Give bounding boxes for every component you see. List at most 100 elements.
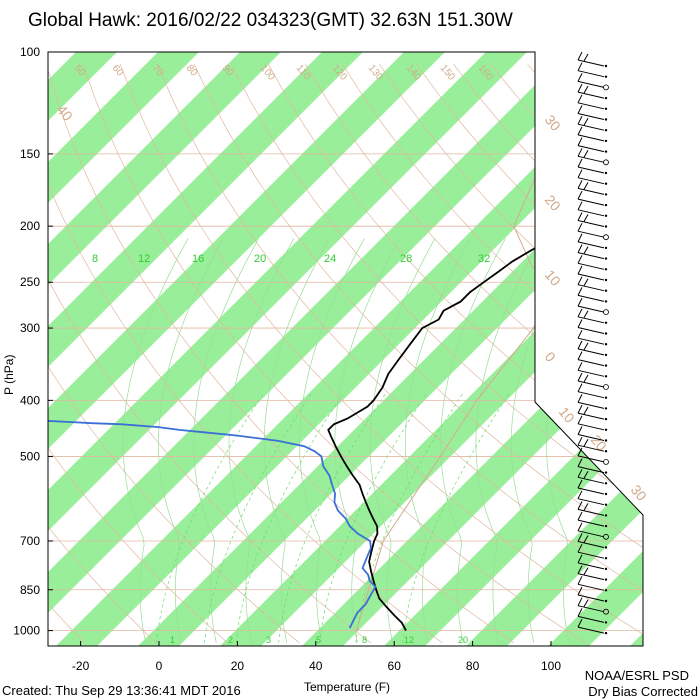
wind-barb-station (604, 246, 608, 250)
wind-barbs (577, 51, 609, 635)
wind-barb-station (604, 214, 608, 217)
isotherm-label: 0 (542, 349, 559, 365)
moist-adiabat (510, 238, 577, 643)
wind-barb-flag (577, 319, 583, 328)
dry-adiabat (601, 64, 643, 644)
mixing-ratio-label-top: 24 (324, 253, 336, 265)
wind-barb-station (604, 278, 608, 282)
mixing-ratio-label-bottom: 5 (316, 635, 321, 645)
moist-adiabat (475, 238, 542, 643)
isotherm-label: 10 (542, 267, 564, 289)
wind-barb-flag (577, 276, 583, 285)
wind-barb-flag (577, 287, 583, 296)
wind-barb-flag (583, 310, 589, 319)
calm-wind-circle (603, 384, 609, 390)
y-tick-label: 150 (20, 147, 40, 161)
plot-frame (47, 51, 644, 647)
wind-barb-flag (577, 190, 583, 200)
parcel-line (355, 52, 591, 631)
isotherm-band (48, 52, 533, 646)
wind-barb (577, 369, 605, 377)
wind-barb-flag (577, 212, 583, 221)
wind-barb-station (604, 353, 608, 357)
isotherm-label: 30 (542, 112, 564, 134)
wind-barb-flag (583, 53, 589, 62)
wind-barb (577, 476, 605, 484)
mixing-ratio-label-top: 20 (254, 253, 266, 265)
wind-barb-flag (577, 394, 583, 403)
wind-barb (577, 187, 605, 195)
wind-barb-flag (583, 503, 589, 511)
wind-barb-station (604, 171, 608, 175)
wind-barb (577, 262, 605, 270)
wind-barb (577, 177, 605, 185)
y-tick-label: 400 (20, 393, 40, 407)
dry-adiabat (48, 64, 300, 644)
wind-barb (577, 573, 605, 581)
wind-barb-station (604, 343, 608, 346)
dry-adiabat (638, 64, 643, 644)
y-tick-label: 500 (20, 449, 40, 463)
moist-adiabat (193, 238, 259, 643)
isotherm-label: 60 (110, 63, 126, 79)
wind-barb (577, 434, 605, 441)
calm-wind-circle (603, 458, 609, 465)
wind-barb (577, 348, 605, 356)
wind-barb-flag (583, 182, 589, 190)
wind-barb-station (604, 75, 608, 78)
mixing-ratio-label-top: 16 (192, 253, 204, 265)
wind-barb-station (604, 524, 608, 528)
x-axis: -20 0 20 40 60 80 100 (72, 641, 561, 673)
wind-barb-station (604, 257, 608, 260)
wind-barb (577, 380, 605, 388)
wind-barb (577, 508, 605, 516)
wind-barb (577, 551, 605, 559)
wind-barb-flag (577, 115, 583, 125)
wind-barb-station (604, 203, 608, 207)
mixing-ratio-label-bottom: 2 (228, 635, 233, 645)
dry-adiabat (305, 64, 643, 644)
wind-barb-flag (577, 608, 583, 617)
wind-barb-flag (577, 244, 583, 253)
moist-adiabat (440, 238, 506, 643)
wind-barb-station (604, 64, 608, 68)
wind-barb-station (604, 589, 608, 592)
wind-barb-flag (577, 511, 583, 521)
wind-barb-flag (583, 374, 589, 383)
moist-adiabat (158, 238, 224, 643)
wind-barb-station (604, 503, 608, 506)
calm-wind-circle (603, 159, 609, 166)
calm-wind-circle (603, 84, 609, 91)
isotherm-label: 30 (628, 482, 650, 504)
wind-barb (577, 198, 605, 206)
wind-barb-flag (577, 533, 583, 542)
dry-adiabat (193, 64, 643, 644)
dry-adiabat (156, 64, 643, 644)
wind-barb (577, 91, 605, 99)
x-tick-label: -20 (72, 659, 90, 673)
wind-barb (577, 327, 605, 334)
wind-barb-flag (577, 62, 583, 71)
wind-barb (577, 284, 605, 292)
wind-barb-flag (577, 265, 583, 275)
wind-barb (577, 209, 605, 217)
wind-barb-flag (577, 105, 583, 114)
isotherm-band (48, 52, 451, 646)
wind-barb-flag (583, 406, 589, 415)
dry-adiabat (119, 64, 643, 644)
wind-barb-flag (583, 471, 589, 479)
wind-barb (577, 59, 605, 67)
wind-barb-station (604, 139, 608, 143)
moist-adiabats (122, 238, 612, 643)
wind-barb (577, 391, 605, 399)
dry-adiabat (82, 64, 586, 644)
mixing-ratio-label-top: 28 (400, 253, 412, 265)
wind-barb-flag (577, 479, 583, 489)
moist-adiabat (334, 238, 401, 643)
wind-barb (577, 487, 605, 495)
wind-barb-flag (577, 565, 583, 574)
wind-barb-station (604, 193, 608, 196)
wind-barb (577, 466, 605, 474)
wind-barb-flag (577, 469, 583, 478)
